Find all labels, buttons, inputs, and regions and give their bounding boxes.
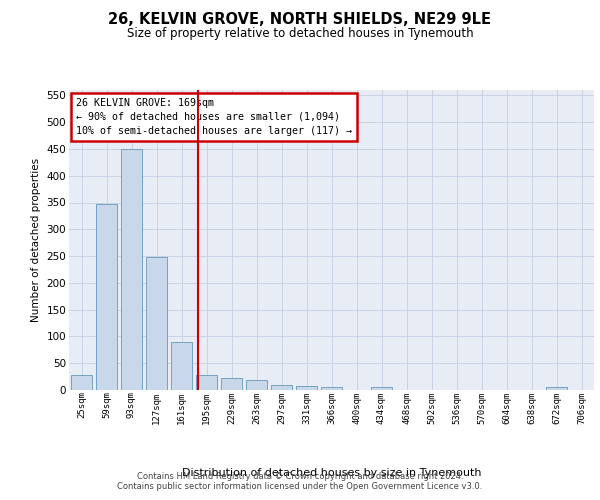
- Text: Contains public sector information licensed under the Open Government Licence v3: Contains public sector information licen…: [118, 482, 482, 491]
- Bar: [221, 378, 242, 390]
- Bar: [271, 384, 292, 390]
- X-axis label: Distribution of detached houses by size in Tynemouth: Distribution of detached houses by size …: [182, 468, 481, 478]
- Bar: [546, 388, 567, 390]
- Text: Contains HM Land Registry data © Crown copyright and database right 2024.: Contains HM Land Registry data © Crown c…: [137, 472, 463, 481]
- Text: 26 KELVIN GROVE: 169sqm
← 90% of detached houses are smaller (1,094)
10% of semi: 26 KELVIN GROVE: 169sqm ← 90% of detache…: [76, 98, 352, 136]
- Bar: [296, 386, 317, 390]
- Bar: [196, 375, 217, 390]
- Bar: [321, 388, 342, 390]
- Bar: [146, 257, 167, 390]
- Y-axis label: Number of detached properties: Number of detached properties: [31, 158, 41, 322]
- Bar: [71, 375, 92, 390]
- Text: Size of property relative to detached houses in Tynemouth: Size of property relative to detached ho…: [127, 28, 473, 40]
- Text: 26, KELVIN GROVE, NORTH SHIELDS, NE29 9LE: 26, KELVIN GROVE, NORTH SHIELDS, NE29 9L…: [109, 12, 491, 28]
- Bar: [246, 380, 267, 390]
- Bar: [96, 204, 117, 390]
- Bar: [121, 149, 142, 390]
- Bar: [371, 388, 392, 390]
- Bar: [171, 342, 192, 390]
